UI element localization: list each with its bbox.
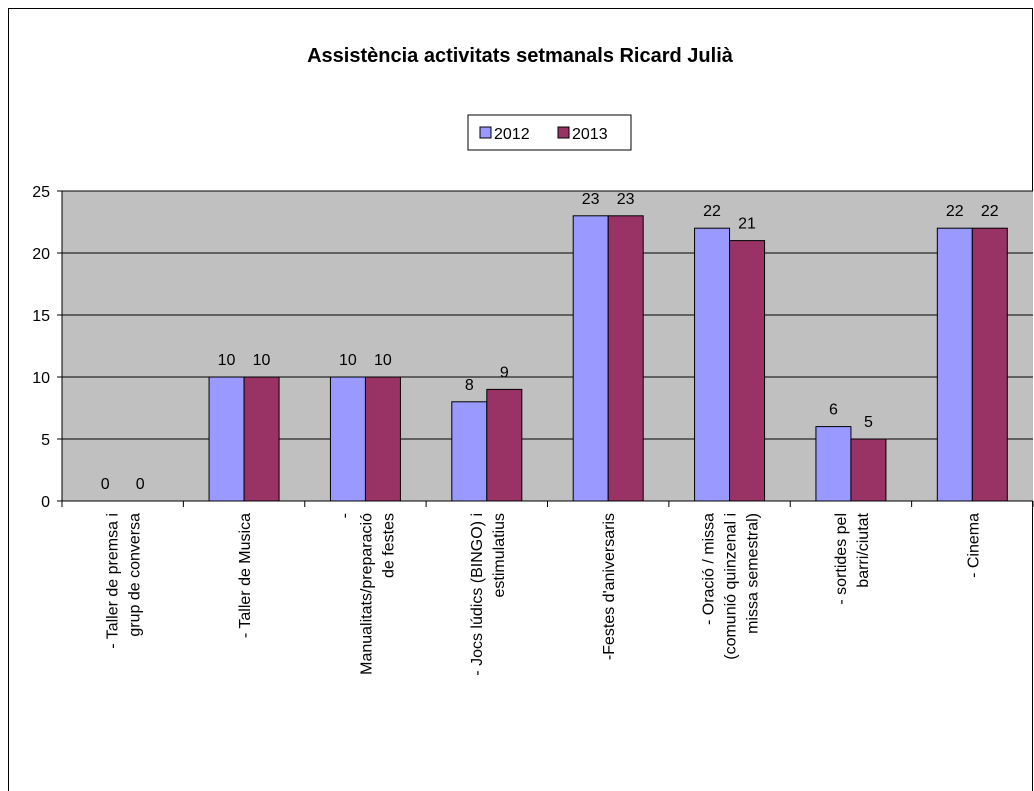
- y-tick-label: 10: [32, 370, 50, 387]
- x-tick-label: Manualitats/preparació: [358, 513, 375, 675]
- y-tick-label: 0: [41, 494, 50, 511]
- data-label: 21: [738, 216, 756, 233]
- data-label: 22: [703, 203, 721, 220]
- x-tick-label: - Oració / missa: [701, 513, 718, 625]
- data-label: 23: [617, 191, 635, 208]
- x-tick-label: - Taller de Musica: [237, 513, 254, 638]
- x-tick-label: - Cinema: [965, 513, 982, 578]
- data-label: 0: [136, 476, 145, 493]
- x-tick-label: estimulatius: [491, 513, 508, 597]
- data-label: 0: [101, 476, 110, 493]
- data-label: 23: [582, 191, 600, 208]
- bar: [243, 376, 280, 502]
- legend-label: 2013: [572, 126, 608, 143]
- y-tick-label: 5: [41, 432, 50, 449]
- x-tick-label: - Jocs lúdics (BINGO) i: [469, 513, 486, 676]
- bar: [729, 240, 766, 502]
- x-tick-label: de festes: [380, 513, 397, 578]
- x-tick-label: - Taller de premsa i: [105, 513, 122, 649]
- data-label: 10: [374, 352, 392, 369]
- x-tick-label: -Festes d'aniversaris: [601, 513, 618, 660]
- data-label: 22: [981, 203, 999, 220]
- x-tick-label: grup de conversa: [127, 513, 144, 637]
- bar: [815, 426, 852, 502]
- bar: [208, 376, 245, 502]
- legend-label: 2012: [494, 126, 530, 143]
- bar: [329, 376, 366, 502]
- bar: [971, 227, 1008, 502]
- data-label: 9: [500, 364, 509, 381]
- bar: [850, 438, 887, 502]
- x-tick-label: barri/ciutat: [855, 512, 872, 587]
- y-tick-label: 15: [32, 308, 50, 325]
- bar: [607, 215, 644, 502]
- data-label: 8: [465, 377, 474, 394]
- legend-swatch: [557, 126, 570, 139]
- data-label: 10: [339, 352, 357, 369]
- legend-box: [467, 114, 632, 151]
- x-tick-label: -: [336, 513, 353, 518]
- x-tick-label: missa semestral): [745, 513, 762, 634]
- x-tick-label: - sortides pel: [833, 513, 850, 605]
- bar: [451, 401, 488, 502]
- bar: [364, 376, 401, 502]
- y-tick-label: 20: [32, 246, 50, 263]
- x-tick-label: (comunió quinzenal i: [723, 513, 740, 660]
- legend: 2012 2013: [467, 114, 632, 151]
- data-label: 22: [946, 203, 964, 220]
- data-label: 10: [218, 352, 236, 369]
- data-label: 5: [864, 414, 873, 431]
- bar: [572, 215, 609, 502]
- bar: [486, 388, 523, 502]
- bar: [694, 227, 731, 502]
- bar: [936, 227, 973, 502]
- data-label: 6: [829, 402, 838, 419]
- legend-swatch: [479, 126, 492, 139]
- chart-title: Assistència activitats setmanals Ricard …: [307, 45, 734, 67]
- data-label: 10: [253, 352, 271, 369]
- y-tick-label: 25: [32, 184, 50, 201]
- plot-area: [62, 191, 1033, 501]
